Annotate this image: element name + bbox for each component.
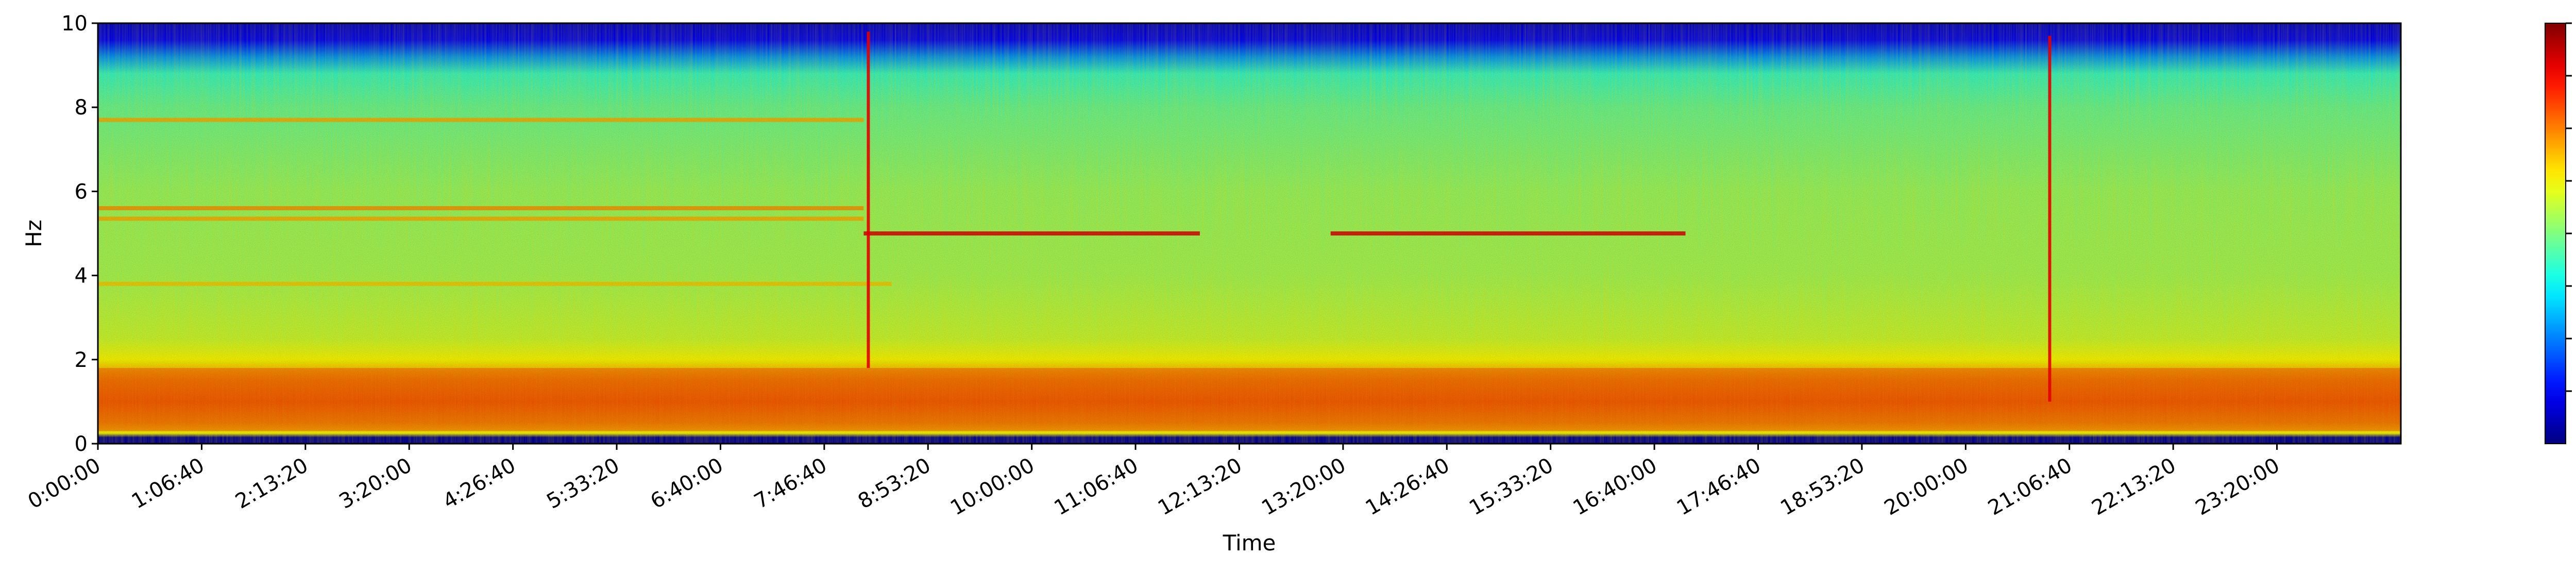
x-tick-label: 4:26:40 — [439, 453, 520, 514]
x-tick-label: 6:40:00 — [647, 453, 727, 514]
colorbar: +0 dB-10 dB-20 dB-30 dB-40 dB-50 dB-60 d… — [2545, 22, 2572, 444]
x-tick-label: 17:46:40 — [1673, 453, 1765, 520]
x-tick-label: 0:00:00 — [24, 453, 105, 514]
x-tick-label: 22:13:20 — [2088, 453, 2180, 520]
y-tick-label: 0 — [75, 432, 88, 456]
x-axis-label: Time — [1223, 530, 1276, 556]
x-tick-label: 5:33:20 — [543, 453, 623, 514]
colorbar-fill — [2545, 23, 2566, 444]
x-tick-label: 11:06:40 — [1050, 453, 1142, 520]
plot-area — [98, 23, 2401, 444]
x-tick-label: 2:13:20 — [231, 453, 312, 514]
x-tick-label: 20:00:00 — [1880, 453, 1973, 520]
x-tick-label: 10:00:00 — [946, 453, 1039, 520]
spectrogram-noise-texture — [98, 23, 2401, 444]
y-tick-label: 8 — [75, 96, 88, 120]
y-axis-label: Hz — [21, 220, 46, 247]
x-tick-label: 18:53:20 — [1776, 453, 1869, 520]
y-tick-label: 2 — [75, 348, 88, 372]
y-tick-label: 4 — [75, 264, 88, 288]
x-tick-label: 3:20:00 — [335, 453, 416, 514]
plot-frame — [97, 22, 2402, 445]
x-tick-label: 16:40:00 — [1569, 453, 1661, 520]
y-axis: 0 2 4 6 8 10 — [61, 12, 98, 456]
y-tick-label: 6 — [75, 180, 88, 204]
x-tick-label: 14:26:40 — [1362, 453, 1454, 520]
x-tick-label: 1:06:40 — [128, 453, 209, 514]
x-tick-label: 7:46:40 — [750, 453, 831, 514]
x-axis: 0:00:00 1:06:40 2:13:20 3:20:00 4:26:40 5:33:… — [24, 444, 2284, 520]
x-tick-label: 13:20:00 — [1258, 453, 1350, 520]
x-tick-label: 23:20:00 — [2192, 453, 2284, 520]
colorbar-ticks: +0 dB-10 dB-20 dB-30 dB-40 dB-50 dB-60 d… — [2566, 22, 2572, 392]
x-tick-label: 15:33:20 — [1465, 453, 1557, 520]
x-tick-label: 8:53:20 — [854, 453, 935, 514]
y-tick-label: 10 — [61, 12, 88, 36]
x-tick-label: 12:13:20 — [1154, 453, 1246, 520]
x-tick-label: 21:06:40 — [1984, 453, 2076, 520]
